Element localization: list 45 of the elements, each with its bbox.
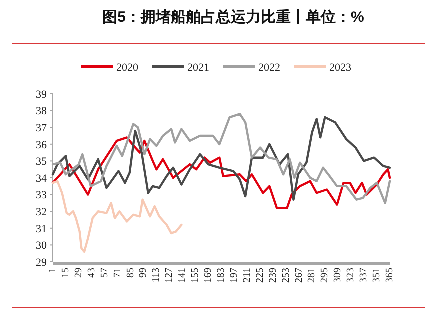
y-tick-label: 32 bbox=[36, 206, 47, 218]
x-tick-label: 295 bbox=[320, 268, 331, 283]
x-tick-label: 43 bbox=[86, 268, 98, 278]
y-tick-label: 29 bbox=[36, 256, 48, 269]
x-tick-label: 183 bbox=[216, 268, 227, 283]
x-tick-label: 211 bbox=[242, 268, 253, 283]
y-tick-label: 37 bbox=[36, 122, 48, 134]
x-tick-label: 267 bbox=[294, 268, 305, 283]
x-tick-label: 15 bbox=[60, 268, 72, 278]
y-tick-label: 34 bbox=[36, 172, 48, 185]
x-tick-label: 281 bbox=[306, 268, 318, 283]
y-tick-label: 39 bbox=[36, 88, 48, 101]
y-tick-label: 31 bbox=[36, 223, 47, 236]
legend-label: 2022 bbox=[258, 62, 280, 74]
chart-title: 图5：拥堵船舶占总运力比重丨单位：% bbox=[102, 9, 364, 26]
y-tick-label: 38 bbox=[36, 106, 48, 118]
legend-label: 2023 bbox=[330, 62, 352, 74]
x-tick-label: 239 bbox=[268, 268, 279, 283]
x-tick-label: 113 bbox=[151, 268, 162, 283]
x-tick-label: 323 bbox=[346, 268, 357, 283]
x-tick-label: 29 bbox=[73, 268, 84, 278]
x-tick-label: 85 bbox=[125, 268, 136, 278]
x-tick-label: 169 bbox=[203, 268, 214, 283]
legend-label: 2021 bbox=[188, 62, 210, 74]
x-tick-label: 197 bbox=[228, 268, 240, 283]
y-tick-label: 33 bbox=[36, 190, 48, 202]
x-tick-label: 155 bbox=[190, 268, 202, 283]
x-tick-label: 337 bbox=[358, 268, 370, 283]
y-tick-label: 36 bbox=[36, 139, 48, 152]
x-tick-label: 351 bbox=[372, 268, 383, 283]
x-tick-label: 71 bbox=[112, 268, 124, 278]
x-tick-label: 1 bbox=[48, 268, 58, 273]
x-tick-label: 99 bbox=[138, 268, 150, 278]
y-tick-label: 35 bbox=[36, 156, 48, 168]
x-tick-label: 127 bbox=[164, 268, 176, 283]
x-tick-label: 225 bbox=[254, 268, 266, 283]
x-tick-label: 365 bbox=[384, 268, 396, 283]
x-tick-label: 253 bbox=[280, 268, 292, 283]
line-series bbox=[52, 180, 183, 254]
x-tick-label: 141 bbox=[177, 268, 188, 283]
x-tick-label: 57 bbox=[99, 268, 110, 278]
x-tick-label: 309 bbox=[332, 268, 344, 283]
line-series bbox=[52, 136, 392, 210]
legend-label: 2020 bbox=[116, 62, 139, 74]
y-tick-label: 30 bbox=[36, 240, 48, 252]
